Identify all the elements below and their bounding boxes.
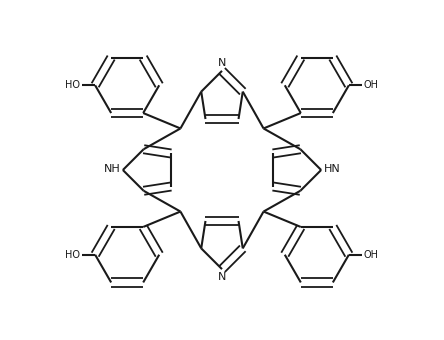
Text: HO: HO [65,80,80,90]
Text: NH: NH [103,164,120,174]
Text: OH: OH [364,250,379,260]
Text: OH: OH [364,80,379,90]
Text: N: N [218,272,226,282]
Text: N: N [218,58,226,68]
Text: HN: HN [324,164,341,174]
Text: HO: HO [65,250,80,260]
